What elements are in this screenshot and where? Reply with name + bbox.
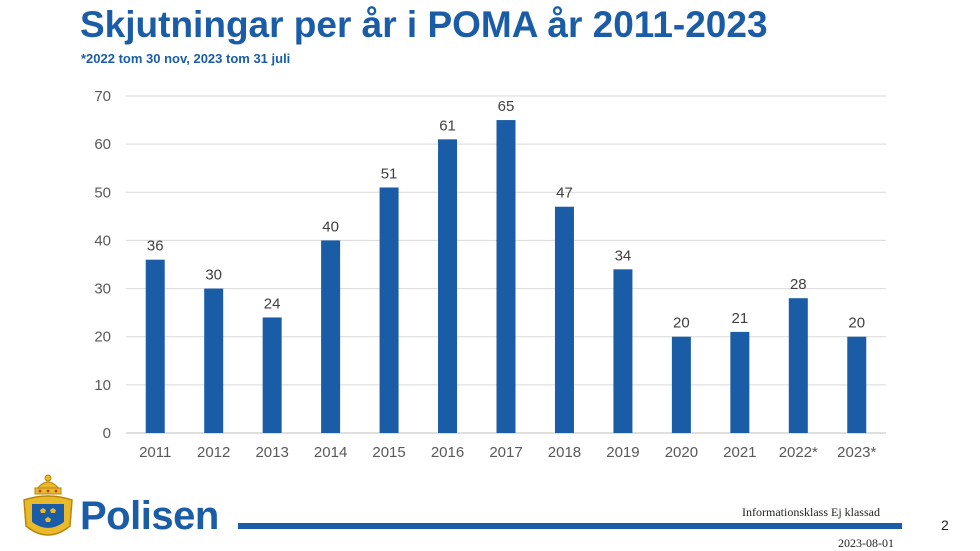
data-label: 30 [205,267,222,284]
x-tick-label: 2022* [779,444,818,461]
bar [788,298,808,433]
police-logo [18,470,218,546]
data-label: 36 [147,238,164,255]
x-tick-label: 2013 [255,444,288,461]
classification-label: Informationsklass Ej klassad [742,505,880,519]
x-tick-label: 2018 [548,444,581,461]
bar [730,331,750,433]
x-tick-label: 2015 [372,444,405,461]
bar [438,139,458,434]
page-number: 2 [941,517,949,533]
data-label: 20 [673,315,690,332]
x-tick-label: 2019 [606,444,639,461]
data-label: 51 [381,165,398,182]
x-tick-label: 2017 [489,444,522,461]
data-label: 28 [790,276,807,293]
bar [262,317,282,433]
bar [379,187,399,433]
y-tick-label: 10 [94,377,111,394]
x-tick-label: 2012 [197,444,230,461]
x-tick-label: 2020 [665,444,698,461]
bar [613,269,633,433]
bar [554,206,574,433]
bar [496,120,516,434]
bar [145,259,165,433]
x-tick-label: 2021 [723,444,756,461]
data-label: 47 [556,185,573,202]
data-label: 34 [615,247,632,264]
x-tick-label: 2014 [314,444,347,461]
y-tick-label: 40 [94,232,111,249]
bar [671,336,691,433]
data-label: 61 [439,117,456,134]
data-label: 40 [322,218,339,235]
bar [847,336,867,433]
footer-divider [238,523,902,529]
data-label: 20 [848,315,865,332]
data-label: 65 [498,98,515,115]
page-title: Skjutningar per år i POMA år 2011-2023 [80,4,768,45]
police-emblem-icon [23,474,73,536]
y-tick-label: 30 [94,281,111,298]
footer-date: 2023-08-01 [838,536,894,550]
bar [204,288,224,433]
x-tick-label: 2023* [837,444,876,461]
y-tick-label: 70 [94,88,111,105]
data-label: 21 [732,310,749,327]
data-label: 24 [264,295,281,312]
x-tick-label: 2016 [431,444,464,461]
page-subtitle: *2022 tom 30 nov, 2023 tom 31 juli [81,51,291,66]
logo-text: Polisen [80,494,219,538]
y-tick-label: 20 [94,329,111,346]
y-tick-label: 50 [94,184,111,201]
y-tick-label: 60 [94,136,111,153]
x-tick-label: 2011 [139,444,171,461]
y-tick-label: 0 [103,425,111,442]
bar [321,240,341,433]
